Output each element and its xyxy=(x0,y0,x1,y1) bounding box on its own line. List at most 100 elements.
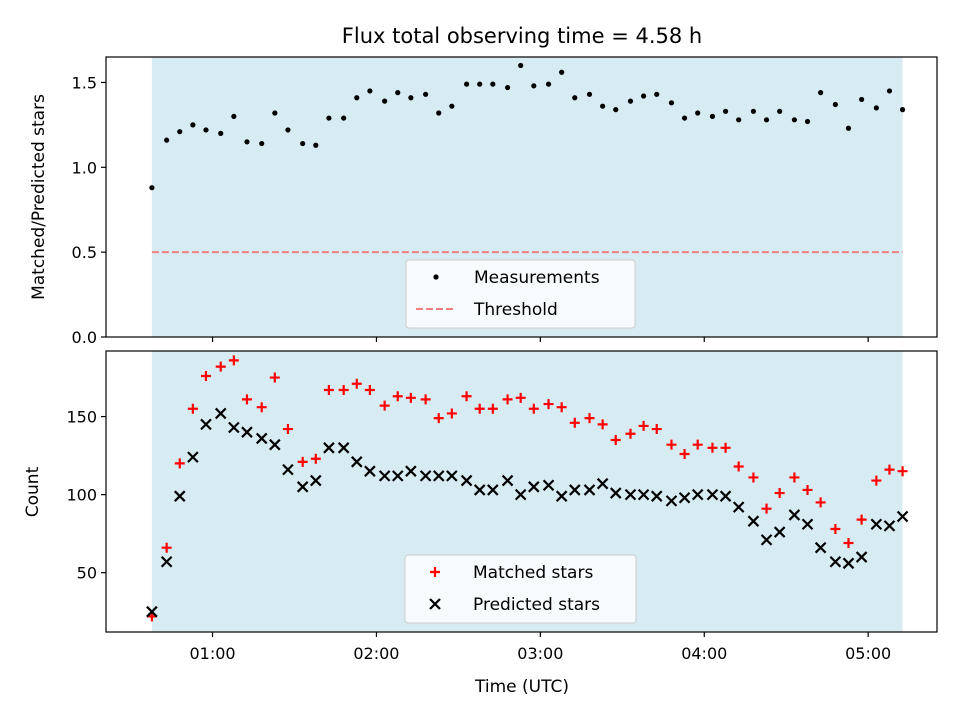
predicted-point xyxy=(637,488,650,501)
measurement-point xyxy=(382,98,388,104)
matched-point xyxy=(625,428,636,439)
measurement-point xyxy=(449,103,455,109)
matched-point xyxy=(815,497,826,508)
measurement-point xyxy=(763,117,770,123)
predicted-point xyxy=(555,490,568,502)
predicted-point xyxy=(405,465,417,477)
measurement-point xyxy=(177,129,183,135)
y-axis-label-count: Count xyxy=(23,466,43,517)
legend-box xyxy=(405,259,636,329)
measurement-point xyxy=(164,137,170,143)
legend-label: Measurements xyxy=(474,268,600,288)
measurement-point xyxy=(722,108,729,114)
chart-title: Flux total observing time = 4.58 h xyxy=(342,24,702,48)
legend-label: Predicted stars xyxy=(473,595,600,615)
predicted-point xyxy=(773,526,786,538)
legend-label: Matched stars xyxy=(473,563,593,583)
measurement-point xyxy=(627,98,634,104)
matched-point xyxy=(174,458,185,469)
predicted-point xyxy=(160,555,173,568)
ratio-panel: 0.0 0.5 1.0 1.5 Measurements Threshold xyxy=(72,56,938,347)
measurement-point xyxy=(408,95,414,101)
matched-point xyxy=(720,442,731,453)
predicted-point xyxy=(568,484,581,496)
predicted-point xyxy=(829,555,842,568)
predicted-point xyxy=(609,487,622,499)
predicted-point xyxy=(350,456,363,468)
predicted-point xyxy=(678,491,691,504)
measurement-point xyxy=(695,110,701,116)
predicted-point xyxy=(200,418,212,431)
predicted-point xyxy=(473,484,486,496)
legend-marker-measurements xyxy=(433,274,439,280)
x-tick-label: 01:00 xyxy=(189,644,235,663)
axes-frame xyxy=(105,56,938,338)
measurement-point xyxy=(559,69,565,75)
matched-point xyxy=(679,449,690,460)
matched-point xyxy=(638,420,649,431)
matched-point xyxy=(556,402,567,413)
measurement-point xyxy=(367,88,373,94)
y-tick-label: 100 xyxy=(66,486,97,505)
matched-point xyxy=(884,464,895,475)
measurement-point xyxy=(736,117,742,123)
matched-point xyxy=(692,439,703,450)
measurement-point xyxy=(313,142,319,148)
matched-point xyxy=(666,439,677,450)
matched-point xyxy=(843,538,854,549)
measurement-point xyxy=(436,110,442,116)
predicted-point xyxy=(896,510,909,523)
predicted-point xyxy=(501,474,514,487)
predicted-point xyxy=(542,479,555,492)
matched-point xyxy=(897,466,908,477)
x-tick-label: 04:00 xyxy=(681,644,727,663)
measurement-point xyxy=(231,113,237,119)
predicted-point xyxy=(446,470,458,482)
legend-ratio: Measurements Threshold xyxy=(405,259,636,329)
predicted-point xyxy=(528,481,540,493)
measurement-point xyxy=(777,108,783,114)
matched-point xyxy=(774,488,785,499)
measurement-point xyxy=(490,81,496,87)
x-tick-label: 03:00 xyxy=(517,644,563,663)
measurement-point xyxy=(818,90,824,96)
measurement-point xyxy=(423,91,429,97)
matched-point xyxy=(474,403,485,414)
measurement-point xyxy=(326,115,332,121)
measurement-point xyxy=(531,83,537,89)
x-tick-label: 05:00 xyxy=(845,644,891,663)
matched-point xyxy=(761,503,772,514)
legend-marker-matched xyxy=(430,567,440,577)
y-tick-label: 50 xyxy=(77,564,97,583)
matched-point xyxy=(351,378,362,389)
predicted-point xyxy=(665,495,678,507)
y-tick-label: 150 xyxy=(66,408,97,427)
matched-point xyxy=(502,394,513,405)
legend-marker-predicted xyxy=(429,598,441,610)
matched-point xyxy=(228,355,239,366)
predicted-point xyxy=(364,465,376,477)
measurement-point xyxy=(586,91,593,97)
matched-point xyxy=(241,394,252,405)
legend-label: Threshold xyxy=(473,300,558,320)
matched-point xyxy=(323,385,334,396)
matched-point xyxy=(569,417,580,428)
measurement-point xyxy=(354,95,360,101)
predicted-point xyxy=(214,407,227,420)
measurement-point xyxy=(845,125,852,131)
predicted-point xyxy=(173,490,186,502)
x-tick-label: 02:00 xyxy=(353,644,399,663)
axes-frame xyxy=(105,350,938,633)
predicted-point xyxy=(514,488,527,501)
measurement-point xyxy=(341,115,347,121)
matched-point xyxy=(200,370,211,381)
legend-box xyxy=(404,554,637,624)
measurement-point xyxy=(654,91,660,97)
predicted-point xyxy=(187,451,199,463)
predicted-point xyxy=(691,488,704,501)
y-tick-label: 0.0 xyxy=(72,328,97,347)
predicted-point xyxy=(583,484,596,496)
count-panel: 50 100 150 01:00 02:00 03:00 04:00 05:00 Matched… xyxy=(66,350,938,663)
y-axis-label-ratio: Matched/Predicted stars xyxy=(29,94,49,300)
